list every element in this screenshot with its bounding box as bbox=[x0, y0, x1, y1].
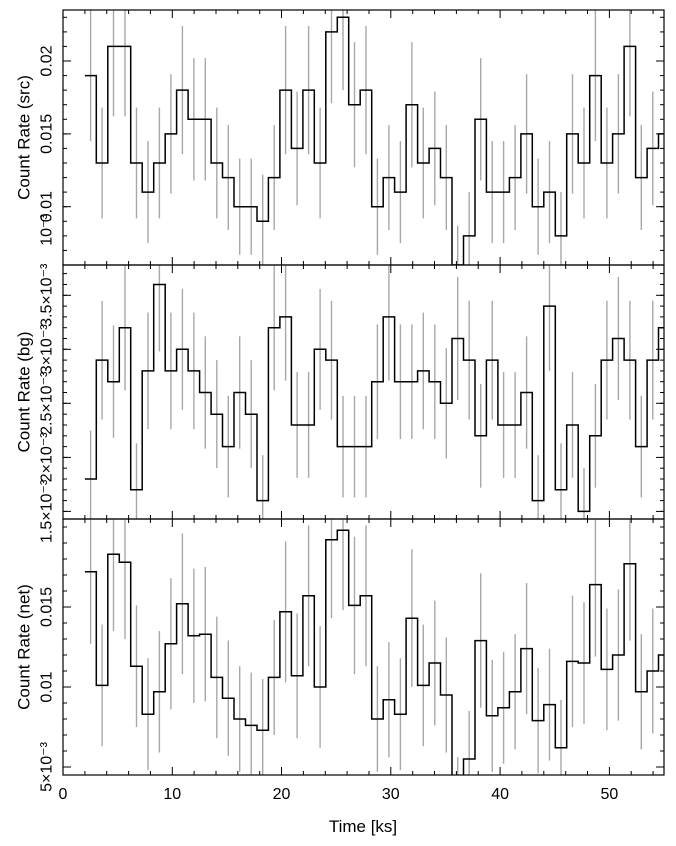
bg-count-rate-line bbox=[84, 283, 664, 513]
x-tick-label: 10 bbox=[163, 786, 181, 803]
src-plot-frame bbox=[62, 9, 665, 266]
panel-bg: 1.5×10⁻³2×10⁻³2.5×10⁻³3×10⁻³3.5×10⁻³ Cou… bbox=[15, 263, 665, 543]
net-plot-frame bbox=[62, 518, 665, 776]
src-y-tick-labels: 0.01 0.015 0.02 bbox=[39, 45, 56, 222]
bg-y-tick-label: 2×10⁻³ bbox=[39, 432, 56, 482]
x-axis-label: Time [ks] bbox=[329, 817, 397, 836]
panel-src: 0.01 0.015 0.02 Count Rate (src) 10⁻³ bbox=[15, 9, 665, 266]
src-y-tick-label: 0.01 bbox=[39, 191, 56, 222]
src-y-axis-label: Count Rate (src) bbox=[15, 75, 34, 200]
bg-y-tick-label: 3.5×10⁻³ bbox=[39, 263, 56, 327]
src-y-tick-label: 0.015 bbox=[39, 114, 56, 154]
bg-y-tick-label: 1.5×10⁻³ bbox=[39, 479, 56, 543]
bg-y-tick-label: 2.5×10⁻³ bbox=[39, 371, 56, 435]
net-y-tick-labels: 5×10⁻³ 0.01 0.015 bbox=[39, 587, 56, 792]
x-tick-label: 50 bbox=[601, 786, 619, 803]
bg-y-axis-label: Count Rate (bg) bbox=[15, 332, 34, 453]
x-tick-label: 30 bbox=[382, 786, 400, 803]
src-corner-label: 10⁻³ bbox=[39, 214, 56, 246]
x-tick-label: 40 bbox=[491, 786, 509, 803]
net-y-axis-label: Count Rate (net) bbox=[15, 584, 34, 710]
net-y-tick-label: 5×10⁻³ bbox=[39, 741, 56, 791]
bg-y-tick-labels: 1.5×10⁻³2×10⁻³2.5×10⁻³3×10⁻³3.5×10⁻³ bbox=[39, 263, 56, 543]
net-axis-ticks bbox=[62, 519, 664, 775]
src-y-tick-label: 0.02 bbox=[39, 45, 56, 76]
net-y-tick-label: 0.015 bbox=[39, 587, 56, 627]
src-error-bars bbox=[89, 10, 664, 265]
net-y-tick-label: 0.01 bbox=[39, 671, 56, 702]
x-tick-labels: 0 10 20 30 40 50 bbox=[59, 786, 619, 803]
src-axis-ticks bbox=[62, 10, 664, 266]
net-error-bars bbox=[89, 519, 664, 775]
bg-axis-ticks bbox=[62, 265, 664, 519]
net-count-rate-line bbox=[84, 529, 664, 775]
panel-net: 5×10⁻³ 0.01 0.015 Count Rate (net) bbox=[15, 518, 665, 792]
src-count-rate-line bbox=[84, 16, 664, 265]
x-tick-label: 0 bbox=[59, 786, 68, 803]
bg-y-tick-label: 3×10⁻³ bbox=[39, 324, 56, 374]
x-tick-label: 20 bbox=[273, 786, 291, 803]
